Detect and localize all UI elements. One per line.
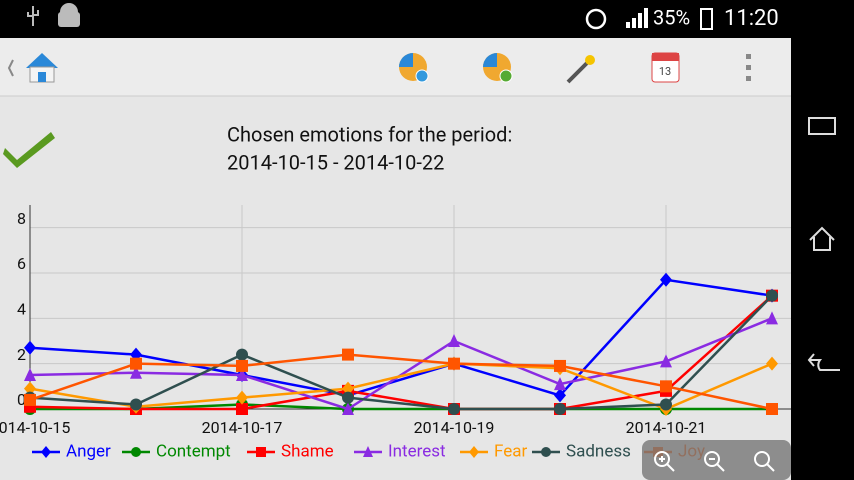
marker <box>342 381 354 396</box>
series-line <box>29 294 773 411</box>
y-tick-label: 0 <box>17 390 26 409</box>
marker <box>24 381 36 396</box>
home-button[interactable] <box>809 226 835 251</box>
home-icon[interactable] <box>26 53 58 83</box>
marker <box>236 348 248 361</box>
back-button[interactable] <box>807 353 840 371</box>
marker <box>342 348 354 361</box>
marker <box>766 311 778 325</box>
x-tick-label: 2014-10-19 <box>414 418 495 437</box>
marker <box>236 403 248 415</box>
marker <box>236 359 248 372</box>
marker <box>766 289 778 302</box>
pie-clock-icon[interactable] <box>399 53 429 83</box>
series-line <box>29 294 773 411</box>
pie-alert-icon[interactable] <box>483 53 513 83</box>
legend-label: Fear <box>494 441 527 461</box>
marker <box>554 388 566 403</box>
series-line <box>29 362 773 411</box>
status-icons <box>27 3 80 27</box>
marker <box>24 393 36 406</box>
marker <box>469 446 479 458</box>
battery-icon <box>700 8 713 30</box>
series-line <box>29 353 773 411</box>
marker <box>660 398 672 411</box>
marker <box>541 447 551 457</box>
zoom-in-button[interactable] <box>654 451 675 472</box>
marker <box>256 447 266 457</box>
marker <box>342 391 354 404</box>
y-tick-label: 4 <box>17 300 26 319</box>
battery-percent: 35% <box>653 5 690 29</box>
chart-period: 2014-10-15 - 2014-10-22 <box>227 150 444 174</box>
svg-text:13: 13 <box>659 65 671 78</box>
checkmark-icon <box>3 132 55 168</box>
nav-bar <box>791 38 854 480</box>
marker <box>554 359 566 372</box>
legend-label: Anger <box>66 441 111 461</box>
series-line <box>29 278 773 397</box>
marker <box>24 340 36 355</box>
marker <box>130 357 142 370</box>
marker <box>448 357 460 370</box>
legend-label: Contempt <box>156 441 231 461</box>
marker <box>130 365 142 379</box>
chart-title: Chosen emotions for the period: <box>227 122 512 146</box>
legend-label: Sadness <box>566 441 631 461</box>
marker <box>660 354 672 368</box>
marker <box>554 377 566 391</box>
x-tick-label: 2014-10-17 <box>202 418 283 437</box>
marker <box>766 403 778 415</box>
recents-button[interactable] <box>808 117 836 135</box>
calendar-icon[interactable]: 13 <box>651 52 680 83</box>
up-caret[interactable] <box>7 59 14 77</box>
magic-wand-icon[interactable] <box>566 55 595 84</box>
legend-label: Shame <box>281 441 334 461</box>
zoom-controls <box>642 440 791 480</box>
overflow-menu[interactable] <box>746 54 751 81</box>
marker <box>236 390 248 405</box>
marker <box>342 402 354 415</box>
marker <box>448 334 460 347</box>
clock: 11:20 <box>724 6 779 31</box>
marker <box>130 398 142 411</box>
alarm-icon <box>585 8 607 30</box>
marker <box>766 356 778 371</box>
marker <box>660 380 672 393</box>
marker <box>24 368 36 381</box>
y-tick-label: 2 <box>17 345 26 364</box>
marker <box>448 403 460 415</box>
marker <box>236 368 248 381</box>
signal-icon <box>626 8 648 28</box>
legend-label: Interest <box>388 441 446 461</box>
marker <box>131 447 141 457</box>
y-tick-label: 8 <box>17 209 26 228</box>
marker <box>41 446 51 458</box>
plot: 0 2 4 6 8 2014-10-15 2014-10-17 2014-10-19 2014-… <box>0 205 791 437</box>
marker <box>363 446 373 457</box>
x-tick-label: 2014-10-21 <box>626 418 707 437</box>
y-tick-label: 6 <box>17 254 26 273</box>
zoom-out-button[interactable] <box>704 451 725 472</box>
x-tick-label: 2014-10-15 <box>0 418 70 437</box>
marker <box>554 403 566 415</box>
zoom-reset-button[interactable] <box>754 451 775 472</box>
marker <box>660 272 672 287</box>
